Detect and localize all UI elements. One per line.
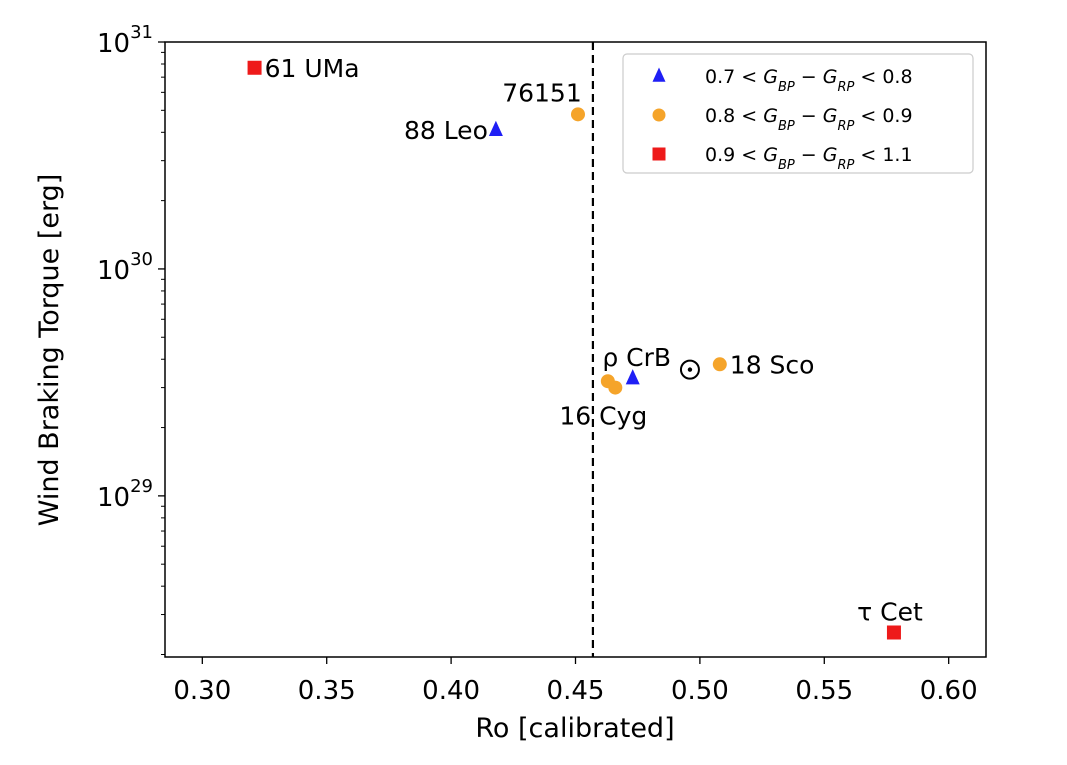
sun-symbol-dot [687,367,693,372]
x-tick-label: 0.35 [298,676,356,706]
sun-symbol [679,359,700,380]
point-red [886,625,901,640]
star-label: 88 Leo [404,116,488,145]
star-label: 16 Cyg [559,402,647,431]
legend-marker-orange [652,108,666,122]
y-tick-label: 1031 [97,22,153,59]
x-axis-label: Ro [calibrated] [475,713,674,744]
x-axis: 0.30 0.35 0.40 0.45 0.50 0.55 0.60 [173,657,978,706]
legend-marker-red [652,147,666,161]
x-tick-label: 0.30 [173,676,231,706]
y-axis-label: Wind Braking Torque [erg] [34,174,65,527]
x-tick-label: 0.50 [671,676,729,706]
x-tick-label: 0.40 [422,676,480,706]
star-label: 18 Sco [730,350,815,379]
y-tick-label: 1029 [97,476,153,513]
point-orange [570,107,585,122]
point-blue [625,369,640,385]
x-tick-label: 0.55 [795,676,853,706]
point-red [247,60,262,75]
legend: 0.7 < GBP − GRP < 0.8 0.8 < GBP − GRP < 0… [622,53,974,174]
y-tick-label: 1030 [97,249,153,286]
legend-box [622,53,974,174]
star-label-rho-crb: ρ CrB [602,343,671,372]
star-label: 61 UMa [265,54,360,83]
star-label: 76151 [502,78,582,107]
star-label: τ Cet [857,598,923,627]
data-points [247,60,901,640]
x-tick-label: 0.45 [547,676,605,706]
y-axis: 1029 1030 1031 [97,22,165,655]
legend-entry-red: 0.9 < GBP − GRP < 1.1 [705,144,913,173]
point-orange [608,380,623,395]
legend-entry-blue: 0.7 < GBP − GRP < 0.8 [705,66,913,95]
legend-entry-orange: 0.8 < GBP − GRP < 0.9 [705,105,913,134]
point-blue [488,120,503,137]
point-orange [712,357,727,372]
x-tick-label: 0.60 [920,676,978,706]
point-labels: 88 Leo 76151 16 Cyg 18 Sco 61 UMa τ Cet ρ CrB [265,54,923,627]
legend-marker-blue [652,67,666,82]
